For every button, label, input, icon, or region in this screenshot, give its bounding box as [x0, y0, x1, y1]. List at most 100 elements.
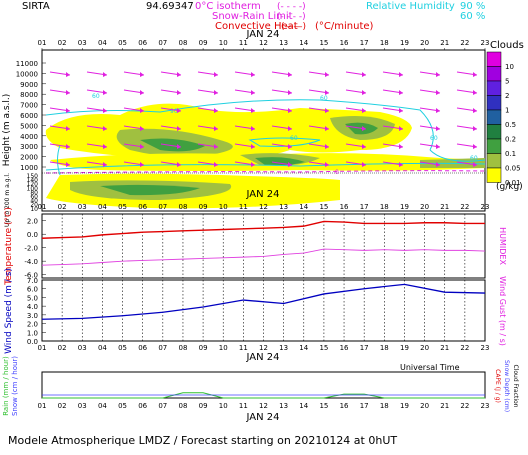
hour-tick-label: 09 — [199, 402, 208, 410]
upper-panel: 60 90 60 60 60 60 0 11000 10000 9000 8000 7000 6000… — [16, 49, 486, 213]
hour-tick-label: 06 — [138, 344, 147, 352]
precip-series — [42, 392, 485, 399]
date-label-top: JAN 24 — [246, 29, 280, 40]
temperature-panel: 2.0 0.0 -2.0 -4.0 -6.0 — [24, 213, 486, 280]
hour-tick-label: 10 — [219, 344, 228, 352]
legend-rh-60: 60 % — [460, 11, 485, 22]
temp-y-tick-label: -2.0 — [24, 245, 38, 253]
hour-tick-label: 12 — [259, 402, 268, 410]
upper-y-low-tick-label: 80 — [30, 189, 38, 196]
upper-y-tick-label: 6000 — [20, 112, 38, 120]
colorbar-swatch — [486, 153, 502, 169]
hour-tick-label: 05 — [118, 344, 127, 352]
hour-tick-label: 05 — [118, 402, 127, 410]
hour-tick-label: 01 — [38, 203, 47, 211]
hour-tick-label: 23 — [481, 402, 490, 410]
wind-y-tick-label: 4.0 — [27, 303, 38, 311]
hour-tick-label: 21 — [440, 402, 449, 410]
precip-ylabel-cape: CAPE (J / g) — [494, 369, 501, 403]
hour-tick-label: 02 — [58, 203, 67, 211]
hour-tick-label: 07 — [158, 203, 167, 211]
humidex-label: HUMIDEX — [498, 227, 507, 265]
colorbar-swatch — [486, 95, 502, 111]
temp-series-line — [41, 220, 485, 239]
hour-tick-label: 02 — [58, 402, 67, 410]
colorbar-level: 0.05 — [505, 165, 521, 173]
site-code: 94.69347 — [146, 1, 194, 12]
upper-y-tick-label: 10000 — [16, 70, 38, 78]
hour-tick-label: 02 — [58, 344, 67, 352]
hour-tick-label: 08 — [178, 402, 187, 410]
legend-isotherm-sample: (- - - -) — [277, 2, 306, 12]
upper-y-low-tick-label: 120 — [27, 181, 39, 188]
hour-tick-label: 22 — [460, 344, 469, 352]
legend-convective: Convective Heat — [215, 21, 298, 32]
legend-rh: Relative Humidity — [366, 1, 455, 12]
upper-y-low-tick-label: 150 — [27, 173, 39, 180]
hour-tick-label: 07 — [158, 344, 167, 352]
hour-tick-label: 12 — [259, 344, 268, 352]
hour-tick-label: 11 — [239, 39, 248, 47]
colorbar-level: 0.5 — [505, 121, 516, 129]
hour-tick-label: 07 — [158, 402, 167, 410]
upper-y-low-tick-label: 20 — [30, 202, 38, 209]
colorbar-level: 2 — [505, 92, 509, 100]
hour-tick-label: 20 — [420, 203, 429, 211]
upper-y-low-tick-label: 40 — [30, 198, 38, 205]
hour-tick-label: 21 — [440, 203, 449, 211]
hour-tick-label: 14 — [299, 344, 308, 352]
hour-tick-label: 10 — [219, 402, 228, 410]
hour-tick-label: 06 — [138, 402, 147, 410]
wind-y-tick-label: 2.0 — [27, 321, 38, 329]
colorbar-level: 5 — [505, 78, 509, 86]
hour-tick-label: 04 — [98, 344, 107, 352]
legend-isotherm: 0°C isotherm — [195, 1, 261, 12]
temp-y-axis: 2.0 0.0 -2.0 -4.0 -6.0 — [24, 218, 46, 280]
hour-tick-label: 21 — [440, 344, 449, 352]
universal-time-label: Universal Time — [400, 363, 460, 372]
hour-tick-label: 22 — [460, 402, 469, 410]
hour-tick-label: 03 — [78, 39, 87, 47]
hour-tick-label: 15 — [319, 39, 328, 47]
hour-tick-label: 16 — [340, 39, 349, 47]
colorbar-swatch — [486, 109, 502, 125]
hour-tick-label: 18 — [380, 344, 389, 352]
colorbar-swatch — [486, 51, 502, 67]
hour-tick-label: 10 — [219, 203, 228, 211]
hour-tick-label: 08 — [178, 203, 187, 211]
upper-y-low-tick-label: 100 — [27, 185, 39, 192]
hour-tick-label: 23 — [481, 203, 490, 211]
wind-y-tick-label: 3.0 — [27, 312, 38, 320]
upper-ylabel: Height (m a.s.l.) — [2, 94, 12, 167]
hour-tick-label: 19 — [400, 39, 409, 47]
upper-ylabel-low: Up to 200 m a.g.l. — [4, 173, 11, 227]
hour-tick-label: 20 — [420, 344, 429, 352]
hour-tick-label: 12 — [259, 39, 268, 47]
contour-label: 60 — [430, 135, 438, 142]
colorbar-unit: (g/kg) — [496, 182, 523, 192]
hour-tick-label: 06 — [138, 203, 147, 211]
wind-series — [41, 283, 486, 320]
hour-tick-label: 14 — [299, 402, 308, 410]
cloud-colorbar: 10 5 2 1 0.5 0.2 0.1 0.05 0.01 — [486, 51, 521, 187]
hour-tick-label: 04 — [98, 402, 107, 410]
legend-snow-rain-sample: (- - - -) — [277, 12, 306, 22]
hour-tick-label: 03 — [78, 203, 87, 211]
mid-hour-axis: 01 02 03 04 05 06 07 08 09 10 11 12 13 14 15 16 17 18 19 20… — [38, 203, 490, 211]
precip-ylabel-cloud: Cloud Fraction — [512, 365, 519, 408]
cloud-field — [45, 103, 485, 209]
upper-y-axis: 11000 10000 9000 8000 7000 6000 5000 4000 3000 20… — [16, 60, 46, 172]
hour-tick-label: 03 — [78, 344, 87, 352]
hour-tick-label: 01 — [38, 402, 47, 410]
upper-y-tick-label: 11000 — [16, 60, 38, 68]
hour-tick-label: 13 — [279, 203, 288, 211]
upper-y-tick-label: 4000 — [20, 133, 38, 141]
hour-tick-label: 14 — [299, 203, 308, 211]
hour-tick-label: 15 — [319, 203, 328, 211]
contour-label: 60 — [92, 93, 100, 100]
hour-tick-label: 19 — [400, 402, 409, 410]
temp-series-line — [41, 248, 486, 266]
hour-tick-label: 05 — [118, 203, 127, 211]
hour-tick-label: 15 — [319, 344, 328, 352]
